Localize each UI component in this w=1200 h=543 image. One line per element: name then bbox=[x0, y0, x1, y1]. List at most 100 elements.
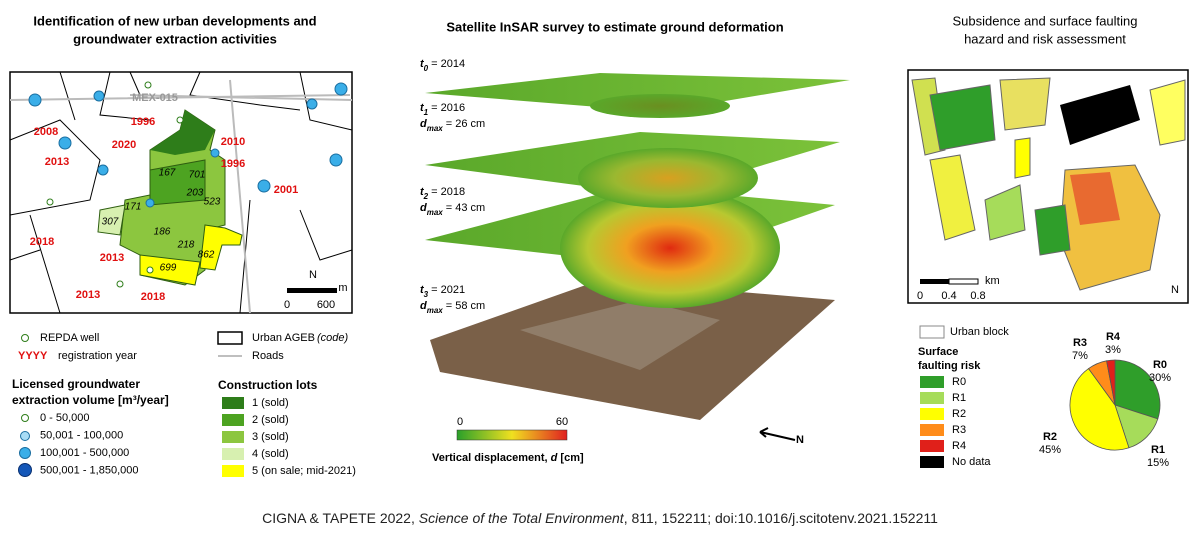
road-label: MEX-015 bbox=[132, 92, 178, 104]
caption-journal: Science of the Total Environment bbox=[418, 510, 624, 526]
right-map bbox=[907, 69, 1189, 468]
legend-label: 100,001 - 500,000 bbox=[40, 447, 129, 459]
legend-title: Surface bbox=[918, 346, 958, 358]
legend-label: Urban block bbox=[950, 326, 1009, 338]
legend-label: R2 bbox=[952, 408, 966, 420]
insar-surfaces bbox=[425, 73, 850, 441]
legend-label: Urban AGEB bbox=[252, 332, 315, 344]
year-label: 2001 bbox=[274, 184, 298, 196]
symbol: d bbox=[420, 202, 427, 214]
symbol: t bbox=[420, 284, 425, 296]
panel-title: groundwater extraction activities bbox=[73, 31, 277, 46]
legend-label: (code) bbox=[317, 332, 349, 344]
pie-category: R4 bbox=[1106, 331, 1121, 343]
panel-title: Satellite InSAR survey to estimate groun… bbox=[446, 19, 783, 34]
legend-label: R4 bbox=[952, 440, 966, 452]
value: = 2018 bbox=[431, 186, 465, 198]
legend-label: 0 - 50,000 bbox=[40, 412, 90, 424]
subscript: max bbox=[427, 124, 444, 133]
year-label: 2010 bbox=[221, 136, 245, 148]
ageb-code: 523 bbox=[204, 197, 221, 208]
epoch-label: t3 = 2021 bbox=[420, 284, 465, 299]
pie-slice bbox=[1069, 368, 1130, 451]
scale-label: 600 bbox=[317, 299, 335, 311]
ageb-code: 171 bbox=[125, 202, 142, 213]
figure: Identification of new urban developments… bbox=[9, 13, 1189, 477]
ageb-code: 203 bbox=[186, 188, 204, 199]
epoch-label: dmax = 26 cm bbox=[420, 118, 485, 133]
subscript: max bbox=[427, 208, 444, 217]
year-label: 2013 bbox=[45, 156, 69, 168]
subscript: 3 bbox=[424, 290, 429, 299]
pie-slice bbox=[1106, 359, 1116, 406]
pie-value: 45% bbox=[1039, 444, 1061, 456]
ageb-code: 701 bbox=[189, 170, 206, 181]
legend-label: 3 (sold) bbox=[252, 431, 289, 443]
epoch-label: dmax = 58 cm bbox=[420, 300, 485, 315]
year-label: 1996 bbox=[221, 158, 245, 170]
pie-category: R2 bbox=[1043, 431, 1057, 443]
colorbar-title-part: [cm] bbox=[557, 452, 584, 464]
legend-title: Licensed groundwater bbox=[12, 377, 140, 391]
scale-label: 0 bbox=[284, 299, 290, 311]
year-label: 2018 bbox=[141, 291, 165, 303]
value: = 58 cm bbox=[446, 300, 485, 312]
subscript: 1 bbox=[424, 108, 429, 117]
legend-title: Construction lots bbox=[218, 378, 318, 392]
north-label: N bbox=[1171, 284, 1179, 296]
year-label: 2013 bbox=[76, 289, 100, 301]
epoch-label: t1 = 2016 bbox=[420, 102, 465, 117]
pie-value: 7% bbox=[1072, 350, 1088, 362]
legend-label: REPDA well bbox=[40, 332, 99, 344]
pie-slice bbox=[1114, 359, 1161, 420]
pie-category: R1 bbox=[1151, 444, 1165, 456]
scale-label: 0 bbox=[917, 290, 923, 302]
subscript: 0 bbox=[424, 64, 429, 73]
value: = 2016 bbox=[431, 102, 465, 114]
scale-label: km bbox=[985, 275, 1000, 287]
north-label: N bbox=[309, 269, 317, 281]
legend-title: faulting risk bbox=[918, 360, 981, 372]
ageb-code: 699 bbox=[160, 263, 177, 274]
legend-label: 5 (on sale; mid-2021) bbox=[252, 465, 356, 477]
scale-label: m bbox=[338, 282, 347, 294]
legend-label: R1 bbox=[952, 392, 966, 404]
value: = 2014 bbox=[431, 58, 465, 70]
legend-label: No data bbox=[952, 456, 991, 468]
symbol: t bbox=[420, 186, 425, 198]
value: = 2021 bbox=[431, 284, 465, 296]
ageb-code: 218 bbox=[177, 240, 195, 251]
panel-title: hazard and risk assessment bbox=[964, 31, 1126, 46]
value: = 43 cm bbox=[446, 202, 485, 214]
colorbar-title-part: d bbox=[551, 452, 558, 464]
symbol: t bbox=[420, 102, 425, 114]
legend-label: Roads bbox=[252, 350, 284, 362]
subscript: 2 bbox=[423, 192, 429, 201]
legend-label: registration year bbox=[58, 350, 137, 362]
symbol: t bbox=[420, 58, 425, 70]
legend-label: 1 (sold) bbox=[252, 397, 289, 409]
subscript: max bbox=[427, 306, 444, 315]
caption: CIGNA & TAPETE 2022, Science of the Tota… bbox=[0, 510, 1200, 526]
colorbar-title: Vertical displacement, d [cm] bbox=[432, 452, 584, 464]
legend-label: 2 (sold) bbox=[252, 414, 289, 426]
year-label: 2018 bbox=[30, 236, 54, 248]
ageb-code: 186 bbox=[154, 227, 171, 238]
pie-value: 3% bbox=[1105, 344, 1121, 356]
pie-category: R3 bbox=[1073, 337, 1087, 349]
epoch-label: t2 = 2018 bbox=[420, 186, 465, 201]
pie-value: 15% bbox=[1147, 457, 1169, 469]
ageb-code: 167 bbox=[159, 168, 176, 179]
colorbar-title-part: Vertical displacement, bbox=[432, 452, 551, 464]
year-label: 2020 bbox=[112, 139, 136, 151]
year-label: 1996 bbox=[131, 116, 155, 128]
panel-title: Subsidence and surface faulting bbox=[952, 13, 1137, 28]
ageb-code: 862 bbox=[198, 250, 215, 261]
pie-category: R0 bbox=[1153, 359, 1167, 371]
value: = 26 cm bbox=[446, 118, 485, 130]
caption-rest: , 811, 152211; doi:10.1016/j.scitotenv.2… bbox=[623, 510, 938, 526]
legend-label: 50,001 - 100,000 bbox=[40, 429, 123, 441]
left-map bbox=[9, 71, 353, 314]
pie-value: 30% bbox=[1149, 372, 1171, 384]
